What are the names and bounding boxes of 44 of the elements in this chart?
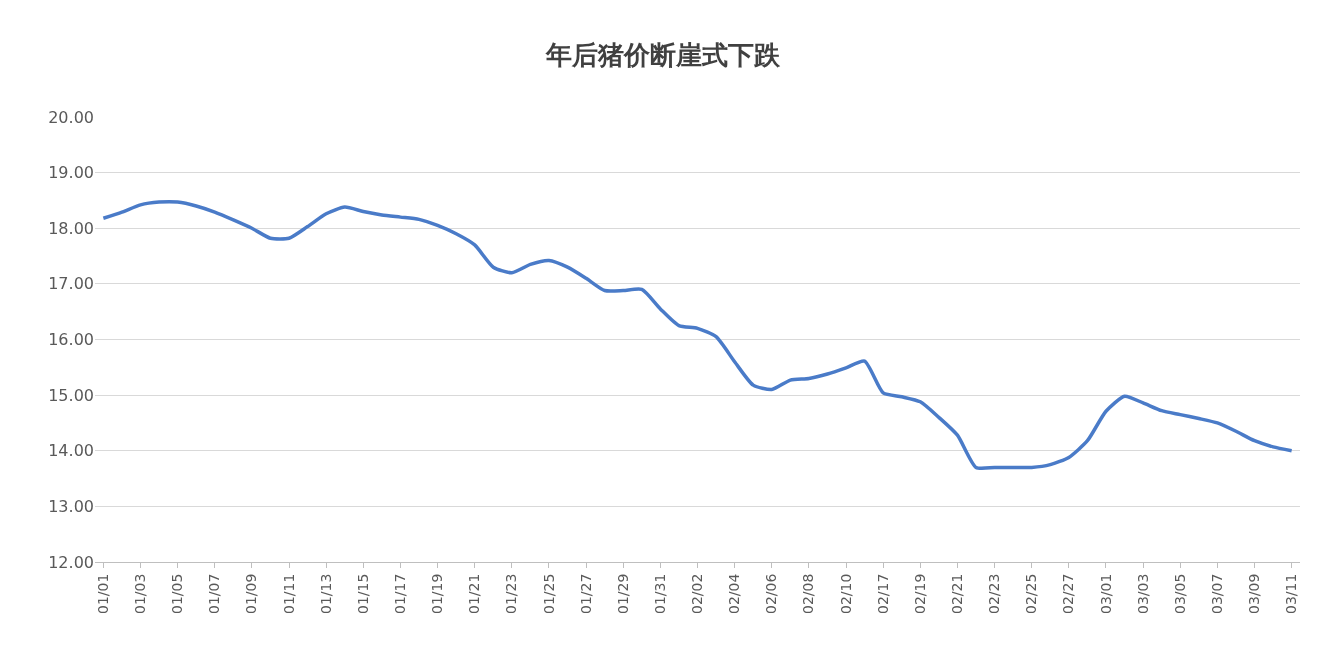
x-tick-label: 01/05 xyxy=(169,573,186,614)
line-series xyxy=(101,200,1294,470)
x-tick-label: 01/23 xyxy=(503,573,520,614)
x-tick-label: 02/10 xyxy=(837,573,854,614)
y-tick-label: 17.00 xyxy=(48,274,94,294)
x-tick-label: 01/07 xyxy=(206,573,223,614)
x-tick-label: 01/03 xyxy=(132,573,149,614)
x-tick-label: 03/05 xyxy=(1171,573,1188,614)
y-tick-label: 15.00 xyxy=(48,385,94,405)
x-tick-label: 02/27 xyxy=(1060,573,1077,614)
y-tick-label: 18.00 xyxy=(48,218,94,238)
x-tick-label: 02/04 xyxy=(726,573,743,614)
x-tick-label: 01/09 xyxy=(243,573,260,614)
x-tick-label: 01/17 xyxy=(391,573,408,614)
x-tick-label: 02/21 xyxy=(948,573,965,614)
x-tick-label: 03/03 xyxy=(1134,573,1151,614)
x-tick-label: 01/13 xyxy=(317,573,334,614)
x-tick-label: 01/27 xyxy=(577,573,594,614)
x-tick-label: 02/17 xyxy=(874,573,891,614)
x-tick-label: 02/19 xyxy=(911,573,928,614)
x-tick-label: 01/29 xyxy=(614,573,631,614)
x-tick-label: 01/01 xyxy=(94,573,111,614)
y-tick-label: 13.00 xyxy=(48,496,94,516)
x-tick-label: 03/09 xyxy=(1246,573,1263,614)
x-tick-label: 03/07 xyxy=(1208,573,1225,614)
chart-title: 年后猪价断崖式下跌 xyxy=(545,39,781,70)
y-tick-label: 12.00 xyxy=(48,552,94,572)
x-tick-label: 02/25 xyxy=(1023,573,1040,614)
y-tick-label: 14.00 xyxy=(48,441,94,461)
x-tick-label: 02/23 xyxy=(986,573,1003,614)
x-tick-label: 01/19 xyxy=(429,573,446,614)
x-tick-label: 01/21 xyxy=(466,573,483,614)
x-tick-label: 03/11 xyxy=(1283,573,1300,614)
x-tick-label: 02/06 xyxy=(763,573,780,614)
x-tick-label: 01/11 xyxy=(280,573,297,614)
y-tick-label: 20.00 xyxy=(48,107,94,127)
x-tick-label: 02/02 xyxy=(689,573,706,614)
y-tick-label: 19.00 xyxy=(48,163,94,183)
x-tick-label: 01/15 xyxy=(354,573,371,614)
x-tick-label: 01/31 xyxy=(651,573,668,614)
x-tick-label: 02/08 xyxy=(800,573,817,614)
x-tick-label: 01/25 xyxy=(540,573,557,614)
x-tick-label: 03/01 xyxy=(1097,573,1114,614)
y-tick-label: 16.00 xyxy=(48,330,94,350)
